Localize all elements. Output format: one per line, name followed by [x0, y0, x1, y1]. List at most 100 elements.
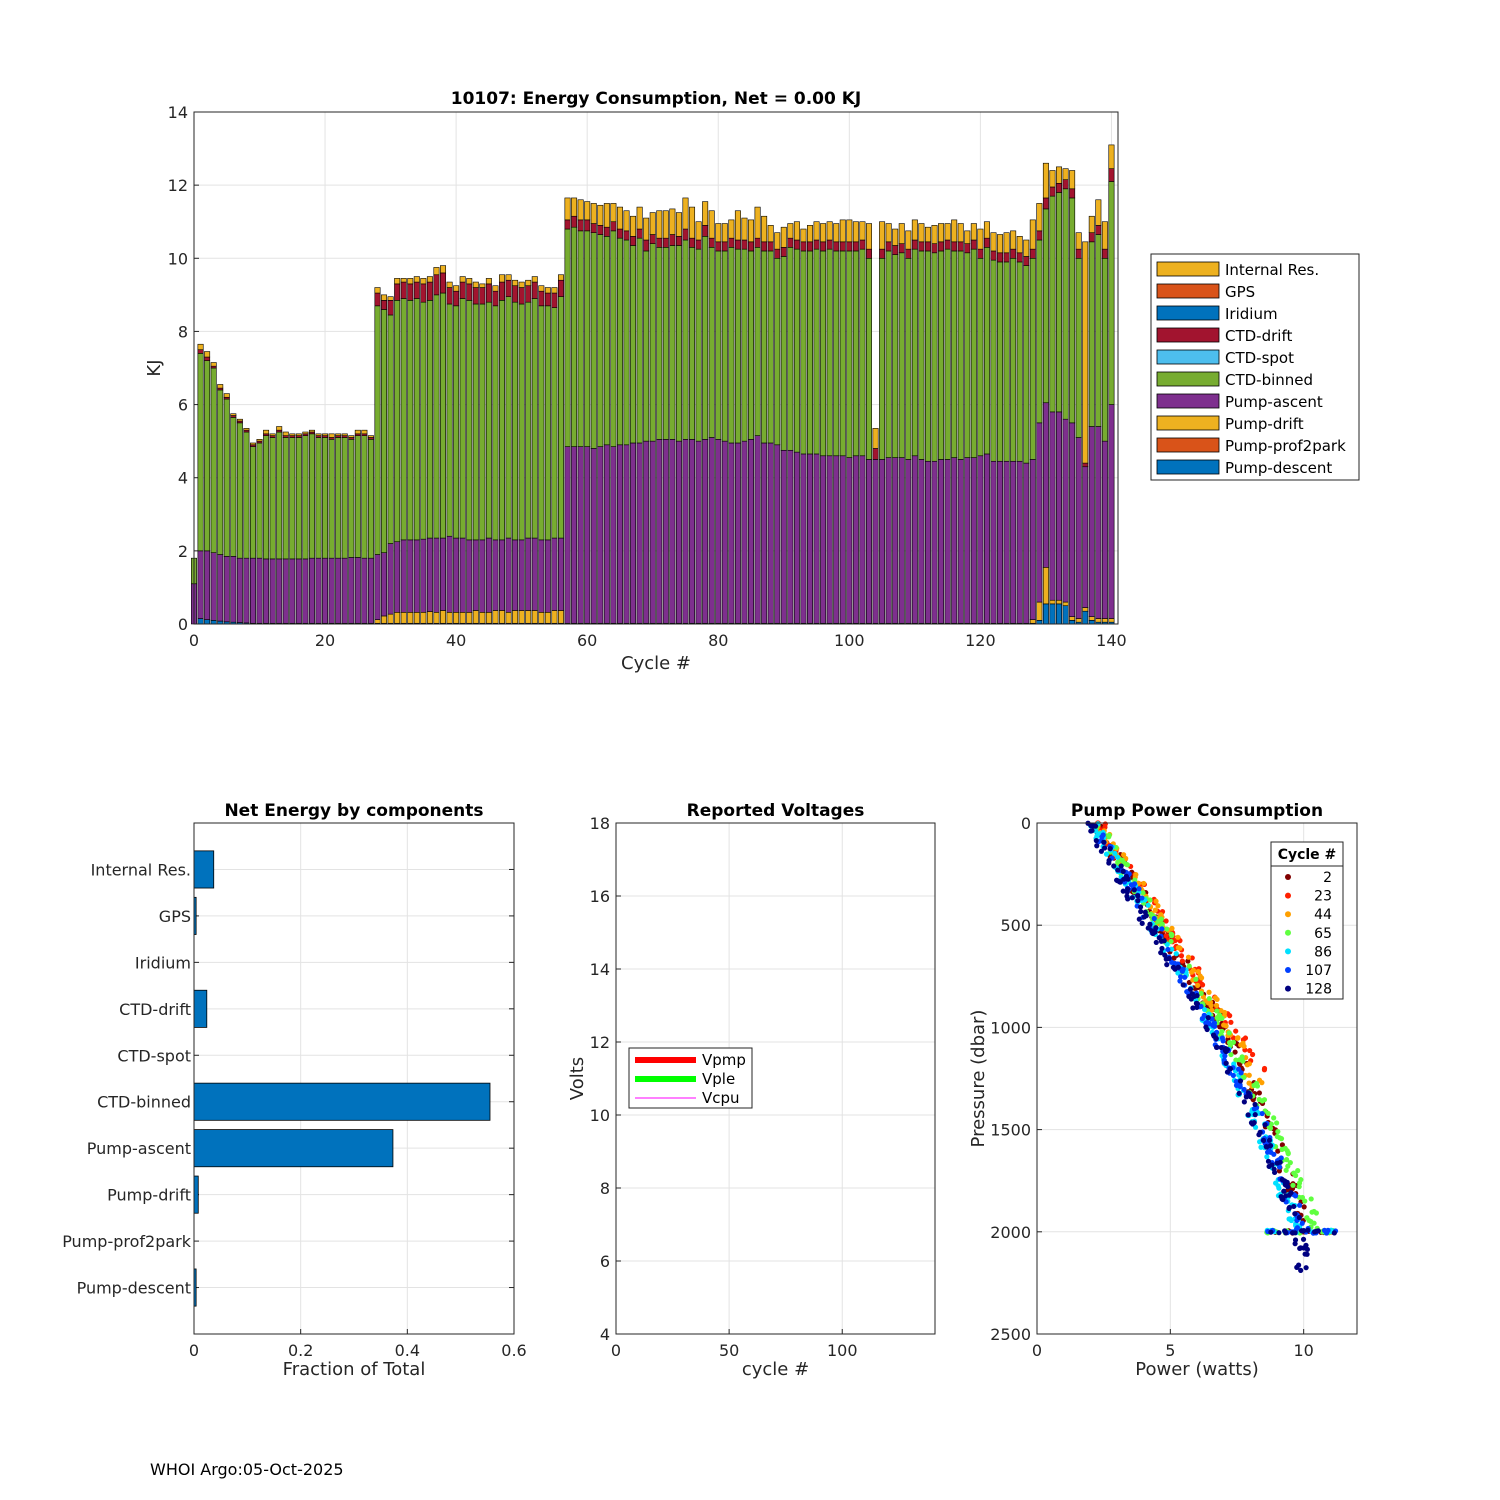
bar-segment-ctd-drift	[551, 292, 558, 308]
bar-segment-internal-res	[223, 393, 230, 398]
pump-legend-box	[1270, 841, 1344, 1000]
pump-point-cycle-128	[1175, 964, 1181, 970]
pump-point-cycle-128	[1149, 928, 1155, 934]
volt-y-tick-label: 10	[590, 1106, 610, 1125]
bar-segment-internal-res	[813, 221, 820, 241]
bar-segment-ctd-binned	[754, 247, 761, 436]
bar-segment-ctd-binned	[472, 303, 479, 541]
pump-y-tick-label: 0	[1021, 814, 1031, 833]
bar-segment-internal-res	[204, 351, 211, 358]
bar-segment-ctd-binned	[453, 305, 460, 539]
bar-segment-internal-res	[466, 278, 473, 285]
bar-segment-ctd-drift	[1095, 225, 1102, 235]
pump-point-cycle-128	[1123, 873, 1129, 879]
bar-segment-pump-ascent	[1101, 440, 1108, 619]
pump-point-cycle-128	[1137, 904, 1144, 910]
pump-point-cycle-65	[1279, 1146, 1285, 1152]
bar-segment-pump-drift	[1036, 601, 1043, 621]
bar-segment-ctd-binned	[263, 435, 270, 560]
pump-point-cycle-128	[1213, 1035, 1219, 1042]
bar-segment-ctd-binned	[354, 435, 361, 558]
bar-segment-pump-ascent	[453, 537, 460, 613]
bar-segment-ctd-binned	[295, 437, 302, 560]
bar-segment-pump-ascent	[741, 440, 748, 624]
bar-segment-internal-res	[689, 206, 696, 239]
bar-segment-ctd-drift	[413, 281, 420, 299]
bar-segment-internal-res	[1016, 236, 1023, 254]
bar-segment-ctd-binned	[702, 236, 709, 440]
bar-segment-ctd-drift	[656, 237, 663, 248]
bar-segment-internal-res	[492, 285, 499, 292]
pump-point-cycle-65	[1284, 1157, 1290, 1163]
net-category-label: CTD-spot	[117, 1046, 191, 1065]
pump-point-cycle-128	[1281, 1188, 1287, 1194]
pump-legend-marker	[1285, 967, 1291, 973]
bar-segment-ctd-drift	[715, 241, 722, 252]
pump-legend-label: 44	[1314, 907, 1332, 923]
bar-segment-internal-res	[616, 206, 623, 230]
bar-segment-pump-drift	[394, 611, 401, 624]
bar-segment-pump-ascent	[557, 537, 564, 611]
bar-segment-internal-res	[479, 283, 486, 288]
bar-segment-pump-ascent	[472, 539, 479, 611]
bar-segment-ctd-binned	[577, 230, 584, 447]
bar-segment-ctd-binned	[440, 292, 447, 539]
pump-point-cycle-107	[1237, 1082, 1243, 1088]
bar-segment-ctd-drift	[859, 239, 866, 250]
bar-segment-ctd-drift	[892, 245, 899, 255]
pump-point-cycle-128	[1241, 1099, 1247, 1105]
bar-segment-ctd-drift	[793, 239, 800, 250]
bar-segment-pump-ascent	[662, 439, 669, 624]
bar-segment-internal-res	[236, 418, 243, 422]
bar-segment-ctd-drift	[623, 230, 630, 241]
bar-segment-ctd-drift	[197, 349, 204, 354]
voltages-chart: 0 50 100 4 6 8 10 12 14 16 18 Reported Voltages cycl…	[567, 801, 936, 1380]
net-category-label: Pump-prof2park	[62, 1232, 192, 1251]
pump-point-cycle-128	[1135, 893, 1141, 899]
pump-point-cycle-86	[1145, 902, 1151, 908]
pump-point-cycle-65	[1168, 938, 1174, 945]
bar-segment-pump-drift	[557, 610, 564, 624]
pump-point-cycle-23	[1261, 1067, 1268, 1073]
bar-segment-ctd-binned	[636, 237, 643, 444]
bar-segment-internal-res	[505, 274, 512, 281]
energy-x-tick-label: 100	[834, 631, 865, 650]
bar-segment-pump-ascent	[721, 440, 728, 624]
bar-segment-internal-res	[859, 221, 866, 241]
bar-segment-pump-ascent	[479, 539, 486, 613]
bar-segment-pump-ascent	[1069, 422, 1076, 617]
bar-segment-pump-ascent	[682, 439, 689, 624]
bar-segment-pump-ascent	[223, 556, 230, 623]
pump-point-cycle-44	[1141, 880, 1147, 887]
pump-point-cycle-107	[1259, 1110, 1265, 1117]
pump-point-cycle-128	[1115, 867, 1121, 873]
legend-label: Pump-drift	[1225, 415, 1304, 433]
bar-segment-internal-res	[1023, 239, 1030, 257]
bar-segment-internal-res	[636, 206, 643, 230]
bar-segment-internal-res	[807, 225, 813, 243]
volt-x-tick-label: 50	[719, 1341, 739, 1360]
pump-point-cycle-128	[1129, 895, 1135, 901]
pump-point-cycle-128	[1094, 843, 1100, 849]
bar-segment-ctd-drift	[420, 283, 427, 303]
bar-segment-internal-res	[905, 230, 912, 250]
bar-segment-internal-res	[381, 294, 388, 301]
bar-segment-ctd-binned	[204, 360, 211, 552]
pump-point-cycle-65	[1198, 990, 1204, 997]
bar-segment-pump-ascent	[263, 558, 270, 624]
bar-segment-pump-descent	[1056, 603, 1063, 625]
bar-segment-ctd-drift	[610, 221, 617, 232]
bar-segment-ctd-binned	[394, 300, 401, 543]
pump-point-cycle-44	[1169, 925, 1175, 931]
pump-point-cycle-86	[1286, 1216, 1292, 1222]
bar-segment-pump-drift	[466, 611, 473, 624]
net-bar	[193, 989, 208, 1028]
bar-segment-pump-ascent	[643, 440, 650, 624]
pump-point-cycle-23	[1233, 1028, 1239, 1034]
bar-segment-pump-ascent	[885, 457, 892, 624]
pump-point-cycle-128	[1294, 1264, 1300, 1270]
energy-x-label: Cycle #	[621, 653, 691, 674]
bar-segment-ctd-binned	[1062, 188, 1069, 420]
pump-point-cycle-44	[1213, 1002, 1220, 1009]
bar-segment-ctd-binned	[1003, 261, 1010, 462]
